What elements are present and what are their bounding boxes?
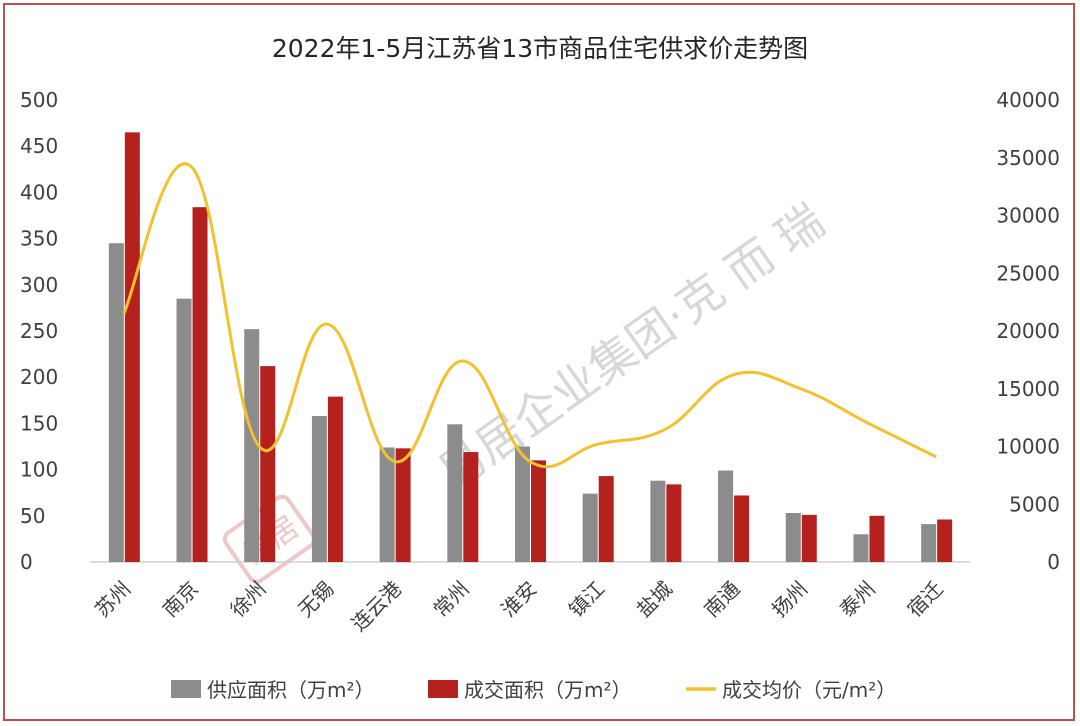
bar-supply-5 bbox=[447, 424, 463, 562]
x-tick-label: 南通 bbox=[699, 577, 744, 622]
legend-label-supply: 供应面积（万m²） bbox=[207, 678, 375, 702]
bar-deal-5 bbox=[463, 452, 479, 562]
x-tick-label: 宿迁 bbox=[902, 577, 947, 622]
price-line bbox=[122, 162, 937, 469]
bar-marks bbox=[108, 132, 953, 562]
bar-deal-10 bbox=[801, 514, 817, 562]
bar-supply-1 bbox=[176, 298, 192, 562]
x-tick-label: 南京 bbox=[158, 577, 203, 622]
x-tick-label: 扬州 bbox=[767, 577, 812, 622]
bar-supply-4 bbox=[379, 447, 395, 562]
bar-supply-6 bbox=[515, 446, 530, 562]
y-left-tick-label: 350 bbox=[20, 227, 58, 251]
y-right-tick-label: 40000 bbox=[996, 88, 1060, 112]
y-left-tick-label: 0 bbox=[20, 550, 33, 574]
bar-deal-7 bbox=[598, 476, 614, 562]
x-tick-label: 徐州 bbox=[226, 577, 271, 622]
bar-supply-12 bbox=[921, 524, 937, 562]
bar-deal-4 bbox=[395, 448, 411, 562]
watermark: 易居企业集团·克 而 瑞 bbox=[428, 193, 834, 500]
x-tick-label: 无锡 bbox=[293, 577, 338, 622]
legend-label-deal: 成交面积（万m²） bbox=[464, 678, 632, 702]
y-right-tick-label: 0 bbox=[1047, 550, 1060, 574]
y-right-tick-label: 20000 bbox=[996, 319, 1060, 343]
bar-deal-3 bbox=[327, 396, 343, 562]
bar-supply-10 bbox=[785, 513, 801, 562]
x-tick-label: 盐城 bbox=[632, 577, 677, 622]
y-right-tick-label: 25000 bbox=[996, 261, 1060, 285]
bar-deal-11 bbox=[869, 515, 885, 562]
bar-deal-8 bbox=[666, 484, 682, 562]
x-tick-label: 泰州 bbox=[835, 577, 880, 622]
bar-deal-9 bbox=[734, 495, 750, 562]
x-tick-label: 常州 bbox=[429, 577, 474, 622]
bar-supply-2 bbox=[244, 329, 260, 562]
y-right-tick-label: 10000 bbox=[996, 435, 1060, 459]
y-left-tick-label: 300 bbox=[20, 273, 58, 297]
y-right-tick-label: 35000 bbox=[996, 146, 1060, 170]
y-left-tick-label: 100 bbox=[20, 458, 58, 482]
chart-title: 2022年1-5月江苏省13市商品住宅供求价走势图 bbox=[272, 34, 808, 63]
bar-deal-1 bbox=[192, 207, 208, 562]
y-left-tick-label: 450 bbox=[20, 134, 58, 158]
x-tick-label: 镇江 bbox=[564, 577, 609, 622]
y-left-tick-label: 250 bbox=[20, 319, 58, 343]
bar-supply-3 bbox=[311, 416, 327, 562]
legend: 供应面积（万m²） 成交面积（万m²） 成交均价（元/m²） bbox=[171, 678, 896, 702]
bar-deal-6 bbox=[531, 460, 546, 562]
bar-supply-7 bbox=[582, 493, 598, 562]
y-axis-left: 0 50 100 150 200 250 300 350 400 450 500 bbox=[20, 88, 58, 574]
y-left-tick-label: 500 bbox=[20, 88, 58, 112]
bar-deal-12 bbox=[937, 519, 953, 562]
y-right-tick-label: 5000 bbox=[1009, 492, 1060, 516]
bar-deal-2 bbox=[260, 366, 276, 562]
y-left-tick-label: 400 bbox=[20, 180, 58, 204]
bar-supply-11 bbox=[853, 534, 869, 562]
y-right-tick-label: 30000 bbox=[996, 204, 1060, 228]
bar-supply-9 bbox=[718, 470, 734, 562]
x-tick-label: 淮安 bbox=[496, 577, 541, 622]
bar-supply-8 bbox=[650, 480, 666, 562]
x-tick-label: 连云港 bbox=[347, 577, 406, 636]
bar-deal-0 bbox=[124, 132, 140, 562]
legend-label-price: 成交均价（元/m²） bbox=[722, 678, 896, 702]
y-left-tick-label: 50 bbox=[20, 504, 45, 528]
x-tick-label: 苏州 bbox=[90, 577, 135, 622]
y-left-tick-label: 200 bbox=[20, 365, 58, 389]
y-right-tick-label: 15000 bbox=[996, 377, 1060, 401]
x-axis-labels: 苏州 南京 徐州 无锡 连云港 常州 淮安 镇江 盐城 南通 扬州 泰州 宿迁 bbox=[90, 577, 948, 636]
y-axis-right: 0 5000 10000 15000 20000 25000 30000 35000 40000 bbox=[996, 88, 1060, 574]
legend-swatch-deal bbox=[428, 680, 458, 698]
bar-supply-0 bbox=[108, 243, 124, 562]
y-left-tick-label: 150 bbox=[20, 411, 58, 435]
watermark-text: 易居企业集团·克 而 瑞 bbox=[428, 193, 834, 500]
legend-swatch-supply bbox=[171, 680, 201, 698]
